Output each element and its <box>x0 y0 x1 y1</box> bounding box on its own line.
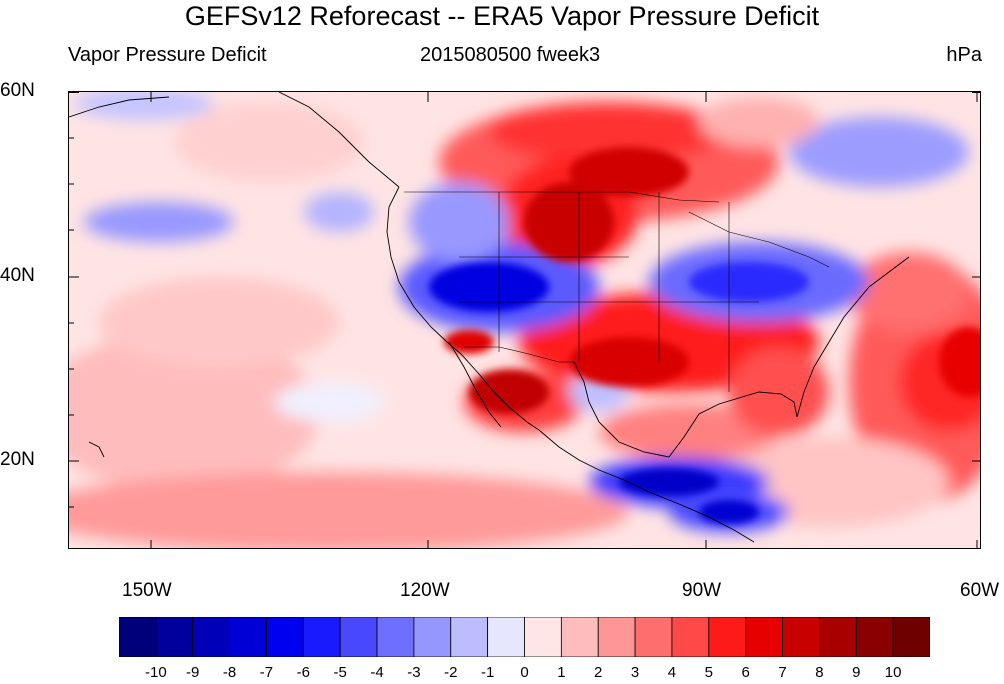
gulf-north-coast-line <box>668 391 798 458</box>
colorbar-tick-label: 8 <box>815 664 824 681</box>
gulf-west-coast-line <box>573 361 670 458</box>
colorbar-tick-label: 6 <box>741 664 750 681</box>
great-lakes-line <box>688 211 830 268</box>
lon-label-120w: 120W <box>400 580 450 601</box>
coastlines <box>69 92 910 543</box>
alaska-coast-line <box>278 92 400 188</box>
colorbar-tick-label: -10 <box>145 664 167 681</box>
mexico-coast-line <box>538 429 755 543</box>
baja-coast-line <box>448 341 502 428</box>
colorbar-tick-label: 9 <box>852 664 861 681</box>
colorbar-swatch <box>229 617 267 657</box>
colorbar-swatch <box>487 617 525 657</box>
colorbar-swatch <box>671 617 710 657</box>
colorbar-swatch <box>376 617 415 657</box>
colorbar-tick-label: 3 <box>630 664 640 681</box>
colorbar-swatch <box>634 617 673 657</box>
subtitle-center: 2015080500 fweek3 <box>420 44 601 66</box>
colorbar-swatch <box>708 617 747 657</box>
colorbar-tick-label: 4 <box>667 664 677 681</box>
colorbar-swatch <box>745 617 783 657</box>
colorbar-swatch <box>892 617 930 657</box>
lon-label-60w: 60W <box>960 580 1000 601</box>
colorbar-tick-label: -1 <box>480 664 495 681</box>
subtitle-left: Vapor Pressure Deficit <box>68 44 267 66</box>
colorbar-tick-label: 1 <box>557 664 566 681</box>
atlantic-coast-line <box>796 256 910 418</box>
colorbar-tick-label: 2 <box>594 664 603 681</box>
colorbar-swatch <box>192 617 230 657</box>
colorbar-swatch <box>782 617 820 657</box>
colorbar-tick-label: -4 <box>370 664 384 681</box>
colorbar-tick-label: 0 <box>520 664 529 681</box>
colorbar-tick-label: -9 <box>186 664 200 681</box>
colorbar <box>119 617 930 657</box>
lon-label-150w: 150W <box>122 580 172 601</box>
pacific-coast-line <box>386 186 540 431</box>
colorbar-tick-label: 5 <box>704 664 713 681</box>
lat-label-40n: 40N <box>0 265 35 286</box>
colorbar-swatch <box>450 617 489 657</box>
colorbar-tick-label: -3 <box>407 664 421 681</box>
alaska-peninsula-line <box>69 96 170 118</box>
colorbar-swatch <box>524 617 562 657</box>
mexico-border-line <box>464 346 574 363</box>
tick-marks <box>69 92 980 548</box>
colorbar-tick-label: 7 <box>778 664 787 681</box>
subtitle-right: hPa <box>946 44 982 66</box>
canada-border-line <box>404 191 720 203</box>
colorbar-swatch <box>302 617 341 657</box>
colorbar-tick-label: -6 <box>296 664 310 681</box>
vpd-map <box>68 91 981 549</box>
colorbar-swatch <box>266 617 304 657</box>
colorbar-swatch <box>855 617 894 657</box>
state-lines <box>459 192 759 392</box>
hawaii-line <box>88 441 105 458</box>
colorbar-swatch <box>339 617 378 657</box>
colorbar-swatch <box>560 617 599 657</box>
colorbar-swatch <box>119 617 157 657</box>
borders <box>404 191 830 392</box>
lat-label-20n: 20N <box>0 449 35 470</box>
lat-label-60n: 60N <box>0 80 35 101</box>
map-canvas <box>69 92 980 548</box>
colorbar-tick-label: -8 <box>222 664 237 681</box>
colorbar-tick-label: -7 <box>259 664 274 681</box>
colorbar-swatch <box>819 617 857 657</box>
colorbar-swatch <box>413 617 452 657</box>
lon-label-90w: 90W <box>682 580 722 601</box>
colorbar-tick-label: -5 <box>333 664 347 681</box>
colorbar-tick-label: -2 <box>444 664 458 681</box>
chart-title: GEFSv12 Reforecast -- ERA5 Vapor Pressur… <box>184 1 820 31</box>
colorbar-tick-label: 10 <box>884 664 902 681</box>
colorbar-swatch <box>155 617 194 657</box>
colorbar-swatch <box>597 617 636 657</box>
